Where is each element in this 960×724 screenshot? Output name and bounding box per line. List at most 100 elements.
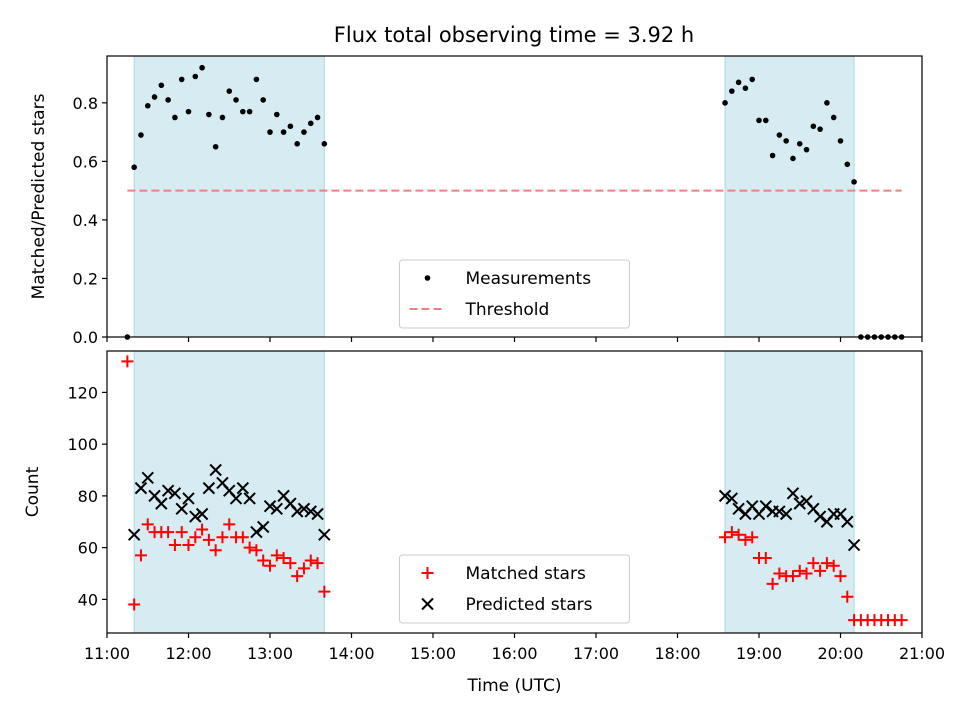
predicted-star-point (290, 505, 304, 518)
measurement-point (776, 132, 783, 138)
measurement-point (749, 76, 756, 83)
shaded-interval (724, 55, 855, 338)
measurement-point (722, 100, 728, 106)
x-tick-label: 21:00 (899, 644, 945, 663)
measurement-point (790, 155, 796, 162)
measurement-point (729, 88, 735, 94)
predicted-star-point (175, 502, 188, 516)
matched-star-point (277, 551, 290, 564)
x-tick-label: 20:00 (817, 644, 863, 663)
legend-box (399, 259, 630, 329)
y-tick-label: 0.2 (73, 269, 98, 288)
matched-star-point (827, 559, 840, 572)
measurement-point (783, 138, 789, 144)
x-tick-label: 18:00 (654, 644, 700, 663)
matched-star-point (739, 533, 752, 546)
predicted-star-point (263, 500, 277, 513)
measurement-point (246, 108, 253, 115)
matched-star-point (814, 564, 827, 577)
matched-star-point (270, 549, 283, 562)
x-axis-label: Time (UTC) (467, 676, 562, 696)
x-tick-label: 12:00 (165, 644, 211, 663)
measurement-point (253, 76, 260, 83)
x-tick-label: 15:00 (410, 644, 456, 663)
y-tick-label: 80 (78, 487, 98, 506)
legend-label: Threshold (465, 300, 550, 320)
matched-star-point (134, 549, 147, 562)
predicted-star-point (195, 507, 209, 521)
x-tick-label: 19:00 (736, 644, 782, 663)
legend-label: Measurements (466, 269, 592, 289)
matched-star-point (250, 544, 263, 557)
measurement-point (219, 114, 226, 121)
measurement-point (260, 97, 267, 103)
matched-star-point (162, 526, 175, 539)
y-tick-label: 40 (78, 590, 98, 609)
measurement-point (280, 129, 287, 135)
matched-star-point (773, 567, 786, 580)
predicted-star-point (155, 497, 168, 510)
measurement-point (226, 88, 233, 94)
count-panel: 40 60 80 100 120 11:00 12:00 13:00 14:00 15:00 16:… (23, 350, 945, 696)
measurement-point (817, 126, 823, 132)
matched-star-point (732, 528, 745, 541)
measurement-point (158, 82, 165, 89)
measurement-point (273, 111, 280, 118)
measurement-point (165, 97, 171, 103)
predicted-star-point (236, 481, 250, 495)
predicted-star-point (297, 502, 311, 516)
measurement-point (830, 114, 837, 121)
predicted-star-point (725, 492, 739, 505)
matched-star-point (766, 577, 779, 590)
measurement-point (178, 76, 185, 83)
matched-star-point (209, 544, 222, 557)
y-tick-label: 120 (67, 383, 98, 402)
matched-star-point (759, 551, 772, 564)
matched-star-point (318, 585, 331, 598)
matched-star-point (284, 557, 297, 570)
matched-star-point (257, 554, 270, 567)
measurement-point (762, 117, 769, 124)
matched-star-point (236, 531, 249, 544)
measurement-point (803, 146, 810, 153)
legend-label: Matched stars (466, 564, 586, 584)
axes-frame (106, 350, 923, 634)
x-tick-label: 14:00 (328, 644, 374, 663)
matched-star-point (168, 539, 181, 552)
legend-box (399, 554, 630, 624)
y-tick-label: 0.0 (73, 328, 98, 347)
matched-star-point (196, 523, 209, 536)
shaded-interval (724, 350, 855, 634)
predicted-star-point (304, 505, 317, 518)
matched-star-point (182, 539, 195, 552)
predicted-star-point (773, 505, 786, 518)
matched-star-point (834, 570, 847, 583)
measurement-point (151, 94, 158, 100)
predicted-star-point (229, 492, 243, 505)
matched-star-point (202, 533, 215, 546)
matched-star-point (800, 567, 813, 580)
predicted-star-point (793, 497, 806, 510)
predicted-star-point (786, 487, 800, 500)
predicted-star-point (168, 487, 182, 500)
predicted-star-point (243, 492, 256, 505)
measurement-point (844, 161, 851, 168)
measurement-point (756, 117, 762, 124)
measurement-point (314, 114, 321, 121)
predicted-star-point (318, 528, 331, 541)
y-axis-label: Matched/Predicted stars (29, 93, 49, 299)
predicted-star-point (134, 481, 148, 495)
matched-star-point (793, 564, 806, 577)
matched-star-point (719, 531, 732, 544)
matched-star-point (297, 562, 310, 575)
legend-measurement-swatch (424, 275, 431, 281)
matched-star-point (841, 590, 854, 603)
legend-label: Predicted stars (466, 595, 593, 615)
matched-star-point (141, 518, 154, 531)
y-tick-label: 0.8 (73, 94, 98, 113)
matched-star-point (264, 559, 276, 572)
measurement-point (824, 100, 830, 106)
shaded-interval (133, 55, 325, 338)
ratio-panel: 0.0 0.2 0.4 0.6 0.8 Matched/Predicted stars Me… (29, 55, 923, 347)
